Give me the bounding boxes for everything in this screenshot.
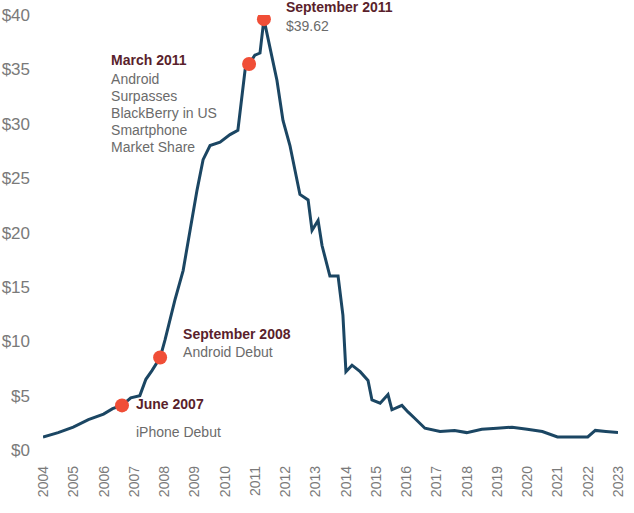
- y-tick-label: $25: [2, 169, 30, 188]
- y-tick-label: $10: [2, 332, 30, 351]
- annotation-text: Surpasses: [111, 88, 177, 104]
- annotation-text: Market Share: [111, 139, 195, 155]
- x-tick-label: 2019: [489, 466, 505, 497]
- annotation-title: March 2011: [111, 52, 187, 68]
- annotation-dot: [257, 15, 271, 26]
- x-tick-label: 2018: [459, 466, 475, 497]
- y-tick-label: $35: [2, 60, 30, 79]
- x-tick-label: 2016: [398, 466, 414, 497]
- y-tick-label: $20: [2, 224, 30, 243]
- annotation-dot: [115, 398, 129, 412]
- x-tick-label: 2014: [338, 466, 354, 497]
- x-tick-label: 2022: [580, 466, 596, 497]
- x-tick-label: 2021: [549, 466, 565, 497]
- y-tick-label: $40: [2, 6, 30, 25]
- annotation-title: September 2008: [183, 326, 291, 342]
- chart: $0$5$10$15$20$25$30$35$40200420052006200…: [0, 0, 634, 513]
- y-tick-label: $5: [11, 387, 30, 406]
- annotation-title: September 2011: [286, 0, 393, 15]
- y-tick-label: $15: [2, 278, 30, 297]
- annotation-text: Android Debut: [183, 344, 273, 360]
- price-line: [43, 19, 618, 437]
- annotation-text: Smartphone: [111, 122, 187, 138]
- x-tick-label: 2010: [217, 466, 233, 497]
- plot-area: [43, 15, 618, 437]
- x-tick-label: 2007: [126, 466, 142, 497]
- x-tick-label: 2004: [35, 466, 51, 497]
- x-tick-label: 2015: [368, 466, 384, 497]
- annotation-text: $39.62: [286, 18, 329, 34]
- x-tick-label: 2020: [519, 466, 535, 497]
- x-tick-label: 2008: [156, 466, 172, 497]
- x-axis: 2004 2005 2006 2007 2008 2009 2010 2011 2012 2013…: [35, 466, 626, 497]
- y-tick-label: $0: [11, 441, 30, 460]
- x-tick-label: 2017: [428, 466, 444, 497]
- y-tick-label: $30: [2, 115, 30, 134]
- annotation-text: BlackBerry in US: [111, 105, 217, 121]
- annotation-text: iPhone Debut: [136, 424, 221, 440]
- x-tick-label: 2023: [610, 466, 626, 497]
- x-tick-label: 2005: [65, 466, 81, 497]
- annotations: June 2007 iPhone Debut September 2008 Andro…: [111, 0, 393, 440]
- x-tick-label: 2009: [186, 466, 202, 497]
- x-tick-label: 2012: [277, 466, 293, 497]
- x-tick-label: 2011: [247, 466, 263, 496]
- annotation-dot: [153, 351, 167, 365]
- annotation-title: June 2007: [136, 396, 204, 412]
- x-tick-label: 2006: [96, 466, 112, 497]
- annotation-dot: [242, 57, 256, 71]
- x-tick-label: 2013: [307, 466, 323, 497]
- y-axis: $0 $5 $10 $15 $20 $25 $30 $35 $40: [2, 6, 30, 460]
- annotation-text: Android: [111, 71, 159, 87]
